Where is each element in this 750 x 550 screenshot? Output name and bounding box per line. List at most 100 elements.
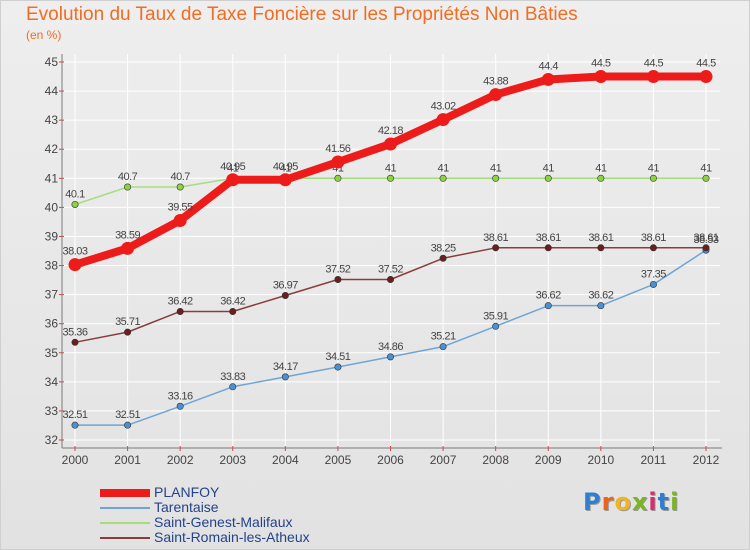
chart-title: Evolution du Taux de Taxe Foncière sur l… [26, 4, 578, 25]
data-label: 38.61 [693, 232, 718, 244]
data-label: 32.51 [62, 409, 87, 421]
data-label: 35.71 [115, 316, 140, 328]
data-label: 41 [227, 162, 239, 174]
data-label: 34.51 [325, 351, 350, 363]
series-point-1 [492, 322, 500, 330]
data-label: 44.5 [644, 58, 664, 70]
brand-logo: Proxiti [583, 488, 679, 516]
y-tick-label: 35 [45, 346, 59, 360]
data-label: 38.03 [62, 246, 87, 258]
series-point-2 [176, 183, 184, 191]
data-label: 40.7 [170, 171, 190, 183]
y-tick-label: 44 [45, 84, 59, 98]
series-point-2 [649, 174, 657, 182]
data-label: 41 [385, 162, 397, 174]
data-label: 36.62 [536, 290, 561, 302]
x-tick-label: 2008 [482, 453, 509, 467]
series-point-0 [541, 72, 555, 86]
x-tick-label: 2006 [377, 453, 404, 467]
data-label: 36.62 [588, 290, 613, 302]
x-tick-label: 2001 [114, 453, 141, 467]
y-tick-label: 34 [45, 375, 59, 389]
data-label: 37.52 [325, 263, 350, 275]
series-point-3 [176, 307, 184, 315]
data-label: 43.02 [431, 101, 456, 113]
data-label: 38.61 [588, 232, 613, 244]
series-point-1 [544, 302, 552, 310]
data-label: 41 [490, 162, 502, 174]
series-point-2 [597, 174, 605, 182]
data-label: 38.61 [641, 232, 666, 244]
data-label: 36.42 [168, 295, 193, 307]
brand-letter: P [583, 488, 602, 516]
series-point-0 [173, 213, 187, 227]
series-point-1 [71, 421, 79, 429]
legend-label: Saint-Romain-les-Atheux [154, 529, 310, 545]
series-point-0 [331, 155, 345, 169]
plot-area [62, 54, 724, 448]
data-label: 40.1 [65, 188, 85, 200]
data-label: 36.97 [273, 279, 298, 291]
series-point-2 [386, 174, 394, 182]
data-label: 41 [700, 162, 712, 174]
x-tick-label: 2004 [272, 453, 299, 467]
series-point-1 [386, 353, 394, 361]
series-point-1 [176, 402, 184, 410]
series-point-1 [281, 373, 289, 381]
legend-swatch [100, 507, 150, 509]
series-point-3 [334, 275, 342, 283]
y-tick-label: 42 [45, 142, 59, 156]
data-label: 33.16 [168, 390, 193, 402]
series-point-2 [439, 174, 447, 182]
data-label: 41 [437, 162, 449, 174]
y-tick-label: 37 [45, 288, 59, 302]
legend-swatch [100, 522, 150, 524]
data-label: 40.7 [118, 171, 138, 183]
x-tick-label: 2005 [325, 453, 352, 467]
legend-swatch [100, 489, 150, 497]
series-point-3 [71, 338, 79, 346]
data-label: 41 [595, 162, 607, 174]
brand-letter: o [614, 488, 632, 516]
series-point-1 [334, 363, 342, 371]
series-point-0 [436, 113, 450, 127]
x-tick-label: 2009 [535, 453, 562, 467]
series-point-3 [544, 244, 552, 252]
series-point-3 [229, 307, 237, 315]
x-tick-label: 2011 [641, 453, 667, 467]
data-label: 37.52 [378, 263, 403, 275]
series-point-0 [594, 70, 608, 84]
brand-letter: i [648, 488, 658, 516]
legend-label: Tarentaise [154, 499, 219, 515]
brand-letter: x [631, 488, 649, 516]
data-label: 38.61 [536, 232, 561, 244]
y-axis-unit: (en %) [26, 28, 62, 42]
data-label: 38.61 [483, 232, 508, 244]
data-label: 37.35 [641, 268, 666, 280]
data-label: 40.95 [220, 161, 245, 173]
y-tick-label: 40 [45, 200, 59, 214]
data-label: 35.21 [431, 331, 456, 343]
series-point-3 [281, 291, 289, 299]
data-label: 35.91 [483, 310, 508, 322]
series-point-3 [124, 328, 132, 336]
x-tick-label: 2003 [219, 453, 246, 467]
data-label: 38.25 [431, 242, 456, 254]
legend-label: PLANFOY [154, 484, 220, 500]
y-tick-label: 43 [45, 113, 59, 127]
series-point-0 [226, 173, 240, 187]
x-tick-label: 2010 [587, 453, 614, 467]
series-point-1 [597, 302, 605, 310]
series-point-0 [699, 70, 713, 84]
x-tick-label: 2007 [430, 453, 457, 467]
x-tick-label: 2012 [693, 453, 720, 467]
brand-letter: i [670, 488, 680, 516]
y-tick-label: 38 [45, 259, 59, 273]
data-label: 35.36 [62, 326, 87, 338]
series-point-2 [702, 174, 710, 182]
data-label: 44.5 [696, 58, 716, 70]
series-point-3 [492, 244, 500, 252]
legend-swatch [100, 537, 150, 539]
